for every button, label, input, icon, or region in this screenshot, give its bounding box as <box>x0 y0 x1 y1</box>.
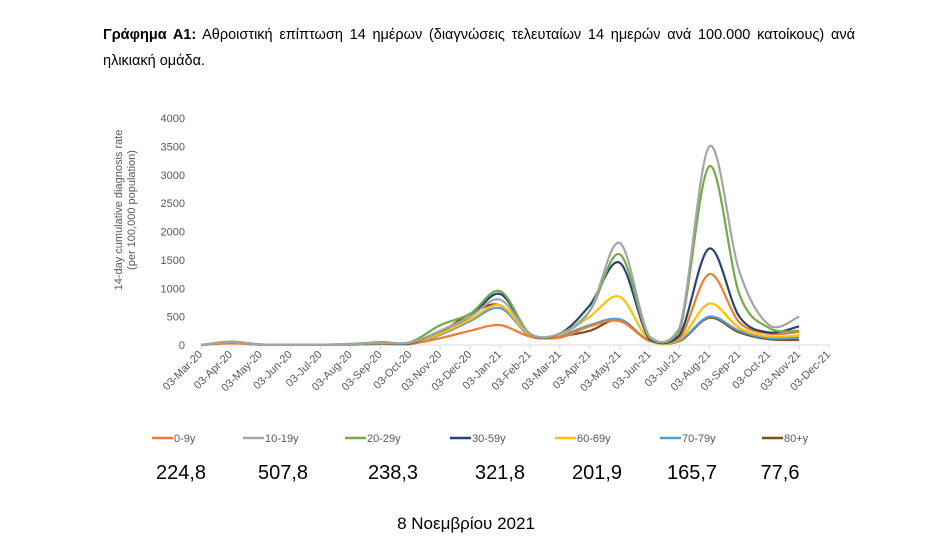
legend-label: 30-59y <box>472 433 506 445</box>
legend-value-60-69y: 201,9 <box>571 462 623 484</box>
legend-label: 20-29y <box>367 433 401 445</box>
line-chart: 0 500 1000 1500 2000 2500 3000 3500 4000 03-Mar-… <box>113 113 833 445</box>
y-tick-label: 3000 <box>161 170 185 182</box>
y-tick-label: 4000 <box>161 113 185 125</box>
report-date: 8 Νοεμβρίου 2021 <box>397 514 535 533</box>
legend-values-row: 224,8 507,8 238,3 321,8 201,9 165,7 77,6 <box>0 462 932 492</box>
chart-caption: Γράφημα Α1: Αθροιστική επίπτωση 14 ημέρω… <box>103 22 855 74</box>
y-tick-label: 3500 <box>161 141 185 153</box>
legend-label: 0-9y <box>174 433 196 445</box>
legend-value-30-59y: 321,8 <box>474 462 526 484</box>
y-tick-label: 0 <box>179 340 185 352</box>
series-line-0-9y <box>200 272 800 347</box>
legend-value-0-9y: 224,8 <box>155 462 207 484</box>
legend-value-10-19y: 507,8 <box>257 462 309 484</box>
series-lines <box>200 145 800 347</box>
legend-label: 80+y <box>784 433 809 445</box>
caption-text: Αθροιστική επίπτωση 14 ημέρων (διαγνώσει… <box>103 27 855 69</box>
y-tick-label: 2000 <box>161 227 185 239</box>
y-tick-label: 1500 <box>161 255 185 267</box>
legend-label: 70-79y <box>682 433 716 445</box>
series-line-60-69y <box>200 295 800 347</box>
legend-label: 10-19y <box>265 433 299 445</box>
y-axis: 0 500 1000 1500 2000 2500 3000 3500 4000 <box>161 113 185 352</box>
y-tick-label: 1000 <box>161 283 185 295</box>
series-line-10-19y <box>200 145 800 347</box>
series-line-70-79y <box>200 306 800 347</box>
y-axis-label-line1: 14-day cumulative diagnosis rate <box>113 130 125 291</box>
x-axis: 03-Mar-2003-Apr-2003-May-2003-Jun-2003-J… <box>161 344 833 394</box>
y-tick-label: 2500 <box>161 198 185 210</box>
legend-value-70-79y: 165,7 <box>666 462 718 484</box>
series-line-30-59y <box>200 247 800 347</box>
caption-label: Γράφημα Α1: <box>103 27 197 43</box>
legend-label: 60-69y <box>577 433 611 445</box>
y-tick-label: 500 <box>167 312 185 324</box>
y-axis-label-line2: (per 100,000 population) <box>126 150 138 270</box>
legend: 0-9y 10-19y 20-29y 30-59y 60-69y 70-79y 80+y <box>152 433 809 445</box>
y-axis-label: 14-day cumulative diagnosis rate(per 100… <box>113 130 138 291</box>
legend-value-20-29y: 238,3 <box>367 462 419 484</box>
legend-value-80plus: 77,6 <box>760 462 800 484</box>
